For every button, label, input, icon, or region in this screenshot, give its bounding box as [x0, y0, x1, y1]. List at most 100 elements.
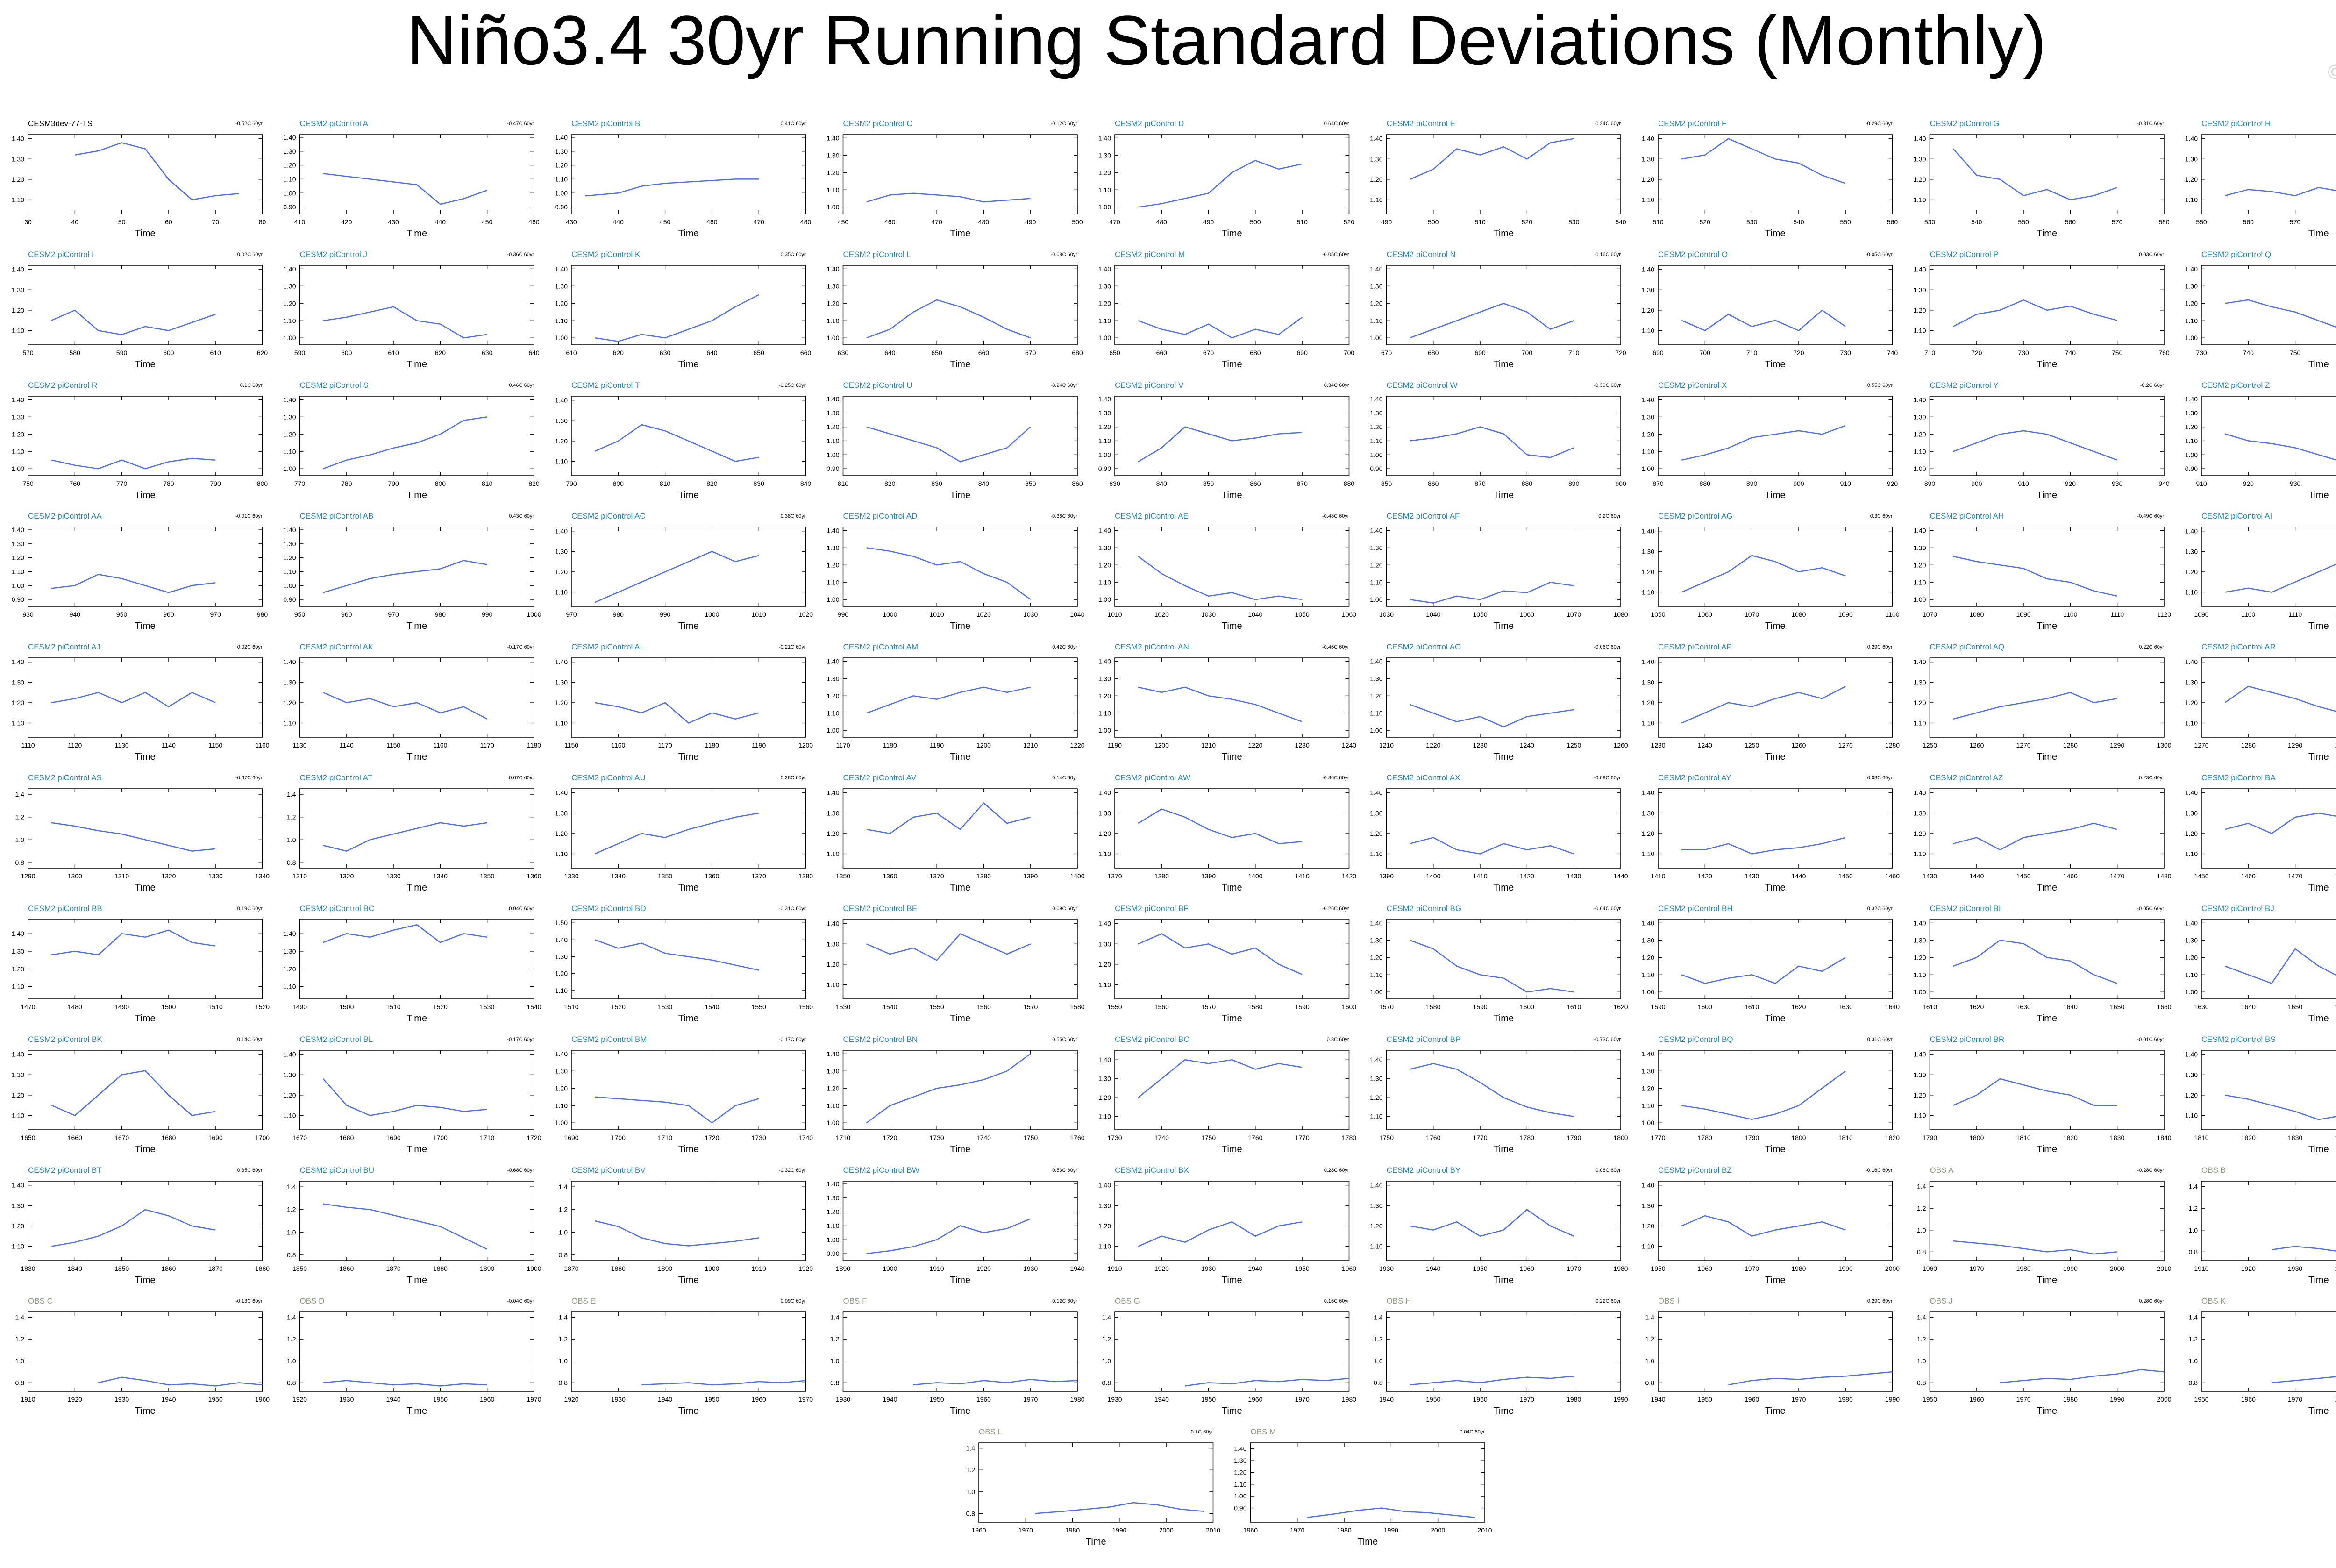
chart-panel: CESM2 piControl Z-0.26C 60yr0.901.001.10… [2185, 381, 2336, 500]
y-tick-label: 1.10 [1370, 1113, 1382, 1120]
x-tick-label: 1880 [255, 1265, 270, 1272]
chart-panel: CESM2 piControl AM 0.42C 60yr 1.00 1.10 1.20… [826, 642, 1085, 762]
x-tick-label: 1360 [705, 872, 719, 880]
x-tick-label: 1460 [1885, 872, 1900, 880]
panel-title: CESM2 piControl C [843, 119, 912, 128]
x-tick-label: 1930 [836, 1396, 850, 1403]
chart-panel: CESM2 piControl AN -0.46C 60yr 1.00 1.10 1.2… [1098, 642, 1357, 762]
y-tick-label: 1.20 [1913, 430, 1926, 438]
chart-panel: OBS C -0.13C 60yr 0.8 1.0 1.2 1.4 1910 1920 1930… [15, 1297, 270, 1416]
y-tick-label: 1.30 [1098, 940, 1111, 948]
x-tick-label: 1580 [1426, 1003, 1440, 1011]
x-tick-label: 640 [884, 349, 896, 356]
x-tick-label: 470 [931, 218, 942, 226]
y-tick-label: 1.40 [2185, 1051, 2198, 1058]
x-tick-label: 1950 [1473, 1265, 1488, 1272]
y-tick-label: 1.30 [555, 417, 568, 424]
y-tick-label: 1.2 [2189, 1205, 2198, 1212]
panel-trend: 0.1C 60yr [1191, 1429, 1213, 1435]
y-tick-label: 1.20 [1098, 561, 1111, 569]
x-tick-label: 1950 [208, 1396, 223, 1403]
series-line [1306, 1507, 1476, 1518]
x-axis-label: Time [950, 752, 970, 762]
x-tick-label: 850 [1203, 480, 1214, 487]
chart-panel: CESM2 piControl AK -0.17C 60yr 1.10 1.20 1.3… [283, 642, 541, 762]
y-tick-label: 0.90 [283, 596, 296, 603]
chart-panel: CESM2 piControl BV -0.32C 60yr 0.8 1.0 1.2 1.… [559, 1166, 813, 1285]
x-axis-label: Time [2308, 1013, 2329, 1024]
x-tick-label: 1550 [930, 1003, 944, 1011]
y-tick-label: 1.40 [826, 920, 839, 927]
x-axis-label: Time [678, 490, 699, 500]
x-tick-label: 1590 [1295, 1003, 1310, 1011]
panel-title: CESM2 piControl BE [843, 904, 918, 913]
x-tick-label: 1000 [527, 611, 541, 618]
x-tick-label: 1280 [2063, 741, 2078, 749]
chart-panel: CESM2 piControl AD -0.38C 60yr 1.00 1.10 1.2… [826, 512, 1085, 631]
x-tick-label: 1070 [1567, 611, 1581, 618]
series-line [51, 822, 216, 852]
x-tick-label: 510 [1474, 218, 1486, 226]
x-tick-label: 1830 [2110, 1134, 2124, 1141]
y-tick-label: 1.10 [1098, 437, 1111, 444]
y-tick-label: 1.20 [826, 830, 839, 837]
x-tick-label: 1980 [2063, 1396, 2078, 1403]
x-tick-label: 940 [70, 611, 81, 618]
plot-frame [1929, 1181, 2165, 1261]
y-tick-label: 1.40 [1370, 527, 1382, 534]
y-tick-label: 1.00 [826, 1119, 839, 1126]
chart-panel: CESM2 piControl AW -0.36C 60yr 1.10 1.20 1.3… [1098, 773, 1357, 893]
x-tick-label: 1140 [340, 741, 354, 749]
y-tick-label: 1.20 [12, 1091, 24, 1099]
x-tick-label: 1050 [1473, 611, 1488, 618]
x-tick-label: 790 [210, 480, 221, 487]
x-axis-label: Time [1493, 359, 1514, 370]
x-tick-label: 1290 [2288, 741, 2302, 749]
y-tick-label: 1.30 [2185, 155, 2198, 163]
panel-title: OBS E [571, 1297, 596, 1305]
x-tick-label: 1340 [255, 872, 270, 880]
plot-frame [1386, 919, 1621, 999]
x-tick-label: 480 [1156, 218, 1168, 226]
chart-panel: CESM2 piControl BS-0.29C 60yr1.101.201.3… [2185, 1035, 2336, 1155]
x-axis-label: Time [2308, 1275, 2329, 1285]
y-tick-label: 1.10 [283, 448, 296, 455]
y-tick-label: 1.30 [2185, 409, 2198, 417]
y-tick-label: 1.30 [1370, 936, 1382, 944]
y-tick-label: 1.40 [12, 135, 24, 143]
y-tick-label: 1.0 [2189, 1226, 2198, 1234]
y-tick-label: 1.10 [826, 437, 839, 444]
y-tick-label: 0.90 [1370, 465, 1382, 472]
panel-title: CESM2 piControl AH [1930, 512, 2004, 520]
x-tick-label: 1810 [2016, 1134, 2031, 1141]
panel-title: CESM2 piControl M [1115, 250, 1185, 259]
y-tick-label: 1.10 [12, 568, 24, 575]
chart-panel: CESM2 piControl BH 0.32C 60yr 1.00 1.10 1.20… [1642, 904, 1900, 1024]
y-tick-label: 1.00 [1642, 1119, 1654, 1126]
chart-panel: CESM2 piControl AF 0.2C 60yr 1.00 1.10 1.20 1… [1370, 512, 1628, 631]
panel-trend: 0.64C 60yr [1324, 121, 1349, 127]
x-tick-label: 1450 [2016, 872, 2031, 880]
y-tick-label: 1.40 [1098, 920, 1111, 927]
x-tick-label: 1170 [480, 741, 494, 749]
chart-panel: CESM2 piControl AJ 0.02C 60yr 1.10 1.20 1.30… [12, 642, 270, 762]
x-tick-label: 470 [1109, 218, 1120, 226]
y-tick-label: 1.0 [559, 1357, 568, 1365]
chart-panel: CESM2 piControl O -0.05C 60yr 1.10 1.20 1.30… [1642, 250, 1898, 370]
y-tick-label: 1.0 [287, 836, 296, 843]
series-line [2272, 1246, 2336, 1252]
x-tick-label: 1270 [1838, 741, 1853, 749]
x-tick-label: 510 [1652, 218, 1664, 226]
plot-frame [28, 134, 263, 214]
x-axis-label: Time [135, 621, 156, 631]
y-tick-label: 0.8 [287, 1379, 296, 1386]
plot-frame [1114, 134, 1350, 214]
x-tick-label: 990 [482, 611, 493, 618]
x-tick-label: 1330 [208, 872, 223, 880]
panel-trend: -0.36C 60yr [507, 252, 534, 257]
y-tick-label: 1.4 [15, 1314, 25, 1321]
panel-title: CESM2 piControl AQ [1930, 642, 2005, 651]
x-tick-label: 1220 [1426, 741, 1440, 749]
x-tick-label: 1710 [836, 1134, 850, 1141]
x-axis-label: Time [950, 359, 970, 370]
